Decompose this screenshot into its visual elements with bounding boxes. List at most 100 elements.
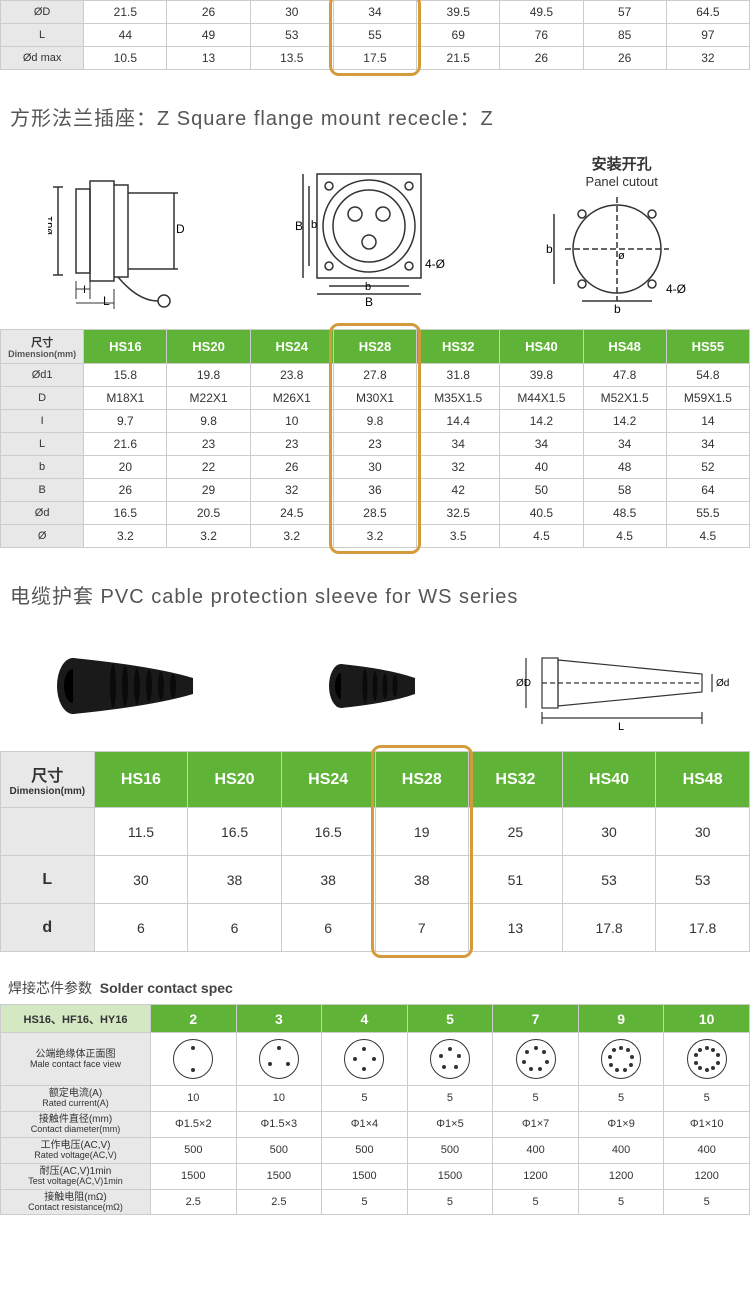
t3-col-header: HS32 bbox=[469, 752, 563, 808]
t1-cell: 49.5 bbox=[500, 1, 583, 24]
sleeve-photo-2 bbox=[252, 636, 499, 736]
svg-text:L: L bbox=[103, 294, 110, 308]
sleeve-dimension-table: 尺寸Dimension(mm)HS16HS20HS24HS28HS32HS40H… bbox=[0, 751, 750, 952]
t4-cell: 2.5 bbox=[236, 1189, 322, 1215]
t4-pin-diagram bbox=[407, 1033, 493, 1086]
t2-cell: 27.8 bbox=[333, 364, 416, 387]
solder-title-en: Solder contact spec bbox=[100, 980, 233, 996]
t3-cell: 38 bbox=[281, 856, 375, 904]
t2-cell: 34 bbox=[583, 433, 666, 456]
t4-cell: 1200 bbox=[578, 1163, 664, 1189]
svg-text:Ød: Ød bbox=[716, 678, 729, 689]
t2-cell: M26X1 bbox=[250, 387, 333, 410]
t3-cell: 30 bbox=[562, 808, 656, 856]
svg-text:b: b bbox=[614, 302, 621, 316]
t1-cell: 17.5 bbox=[333, 47, 416, 70]
sleeve-line-drawing: ØD Ød L bbox=[498, 636, 745, 736]
t1-cell: 55 bbox=[333, 24, 416, 47]
t3-cell: 6 bbox=[188, 904, 282, 952]
svg-text:4-Ø: 4-Ø bbox=[425, 257, 445, 271]
t2-col-header: HS24 bbox=[250, 330, 333, 364]
t2-row-label: D bbox=[1, 387, 84, 410]
t3-col-header: HS40 bbox=[562, 752, 656, 808]
panel-cutout-view: 安装开孔 Panel cutout b ø b 4-Ø bbox=[498, 153, 745, 319]
t2-cell: 36 bbox=[333, 479, 416, 502]
t2-cell: M59X1.5 bbox=[666, 387, 749, 410]
t4-col-header: 4 bbox=[322, 1005, 408, 1033]
flange-side-view: ød1 D I L bbox=[5, 161, 252, 311]
t2-cell: 15.8 bbox=[84, 364, 167, 387]
t2-cell: 20 bbox=[84, 456, 167, 479]
t3-cell: 38 bbox=[188, 856, 282, 904]
t1-cell: 44 bbox=[84, 24, 167, 47]
t2-cell: M44X1.5 bbox=[500, 387, 583, 410]
svg-text:B: B bbox=[365, 295, 373, 309]
t3-cell: 13 bbox=[469, 904, 563, 952]
t2-cell: 34 bbox=[417, 433, 500, 456]
svg-text:L: L bbox=[618, 721, 624, 733]
t2-row-label: Ød bbox=[1, 502, 84, 525]
flange-dimension-table: 尺寸Dimension(mm)HS16HS20HS24HS28HS32HS40H… bbox=[0, 329, 750, 548]
t4-col-header: 10 bbox=[664, 1005, 750, 1033]
t2-cell: 14.2 bbox=[500, 410, 583, 433]
t3-cell: 30 bbox=[94, 856, 188, 904]
t4-cell: 5 bbox=[664, 1189, 750, 1215]
t2-cell: 16.5 bbox=[84, 502, 167, 525]
t4-pin-diagram bbox=[151, 1033, 237, 1086]
svg-text:b: b bbox=[365, 281, 371, 293]
t4-col-header: 7 bbox=[493, 1005, 579, 1033]
table1: ØD21.526303439.549.55764.5L4449535569768… bbox=[0, 0, 750, 70]
flange-diagrams: ød1 D I L B bbox=[0, 143, 750, 329]
t4-row-label: 接触件直径(mm)Contact diameter(mm) bbox=[1, 1111, 151, 1137]
t2-cell: 3.2 bbox=[333, 525, 416, 548]
t3-cell: 11.5 bbox=[94, 808, 188, 856]
t1-cell: 97 bbox=[666, 24, 749, 47]
t4-cell: 500 bbox=[322, 1137, 408, 1163]
t4-col-header: 9 bbox=[578, 1005, 664, 1033]
t2-cell: 14.4 bbox=[417, 410, 500, 433]
t2-cell: 24.5 bbox=[250, 502, 333, 525]
t4-cell: 5 bbox=[407, 1189, 493, 1215]
t2-row-label: B bbox=[1, 479, 84, 502]
t2-cell: 14 bbox=[666, 410, 749, 433]
t2-cell: 34 bbox=[666, 433, 749, 456]
t2-cell: 40 bbox=[500, 456, 583, 479]
t2-cell: 9.7 bbox=[84, 410, 167, 433]
t1-cell: 13.5 bbox=[250, 47, 333, 70]
t4-col-header: 2 bbox=[151, 1005, 237, 1033]
t2-col-header: HS20 bbox=[167, 330, 250, 364]
t3-row-label: d bbox=[1, 904, 95, 952]
t2-cell: 34 bbox=[500, 433, 583, 456]
t2-col-header: HS28 bbox=[333, 330, 416, 364]
t4-cell: 400 bbox=[578, 1137, 664, 1163]
t4-pin-diagram bbox=[664, 1033, 750, 1086]
t4-cell: 400 bbox=[664, 1137, 750, 1163]
t2-col-header: HS40 bbox=[500, 330, 583, 364]
t2-cell: 26 bbox=[250, 456, 333, 479]
t2-cell: 4.5 bbox=[500, 525, 583, 548]
t3-cell: 7 bbox=[375, 904, 469, 952]
solder-spec-title: 焊接芯件参数 Solder contact spec bbox=[0, 972, 750, 1004]
t1-cell: 53 bbox=[250, 24, 333, 47]
t2-cell: 23 bbox=[167, 433, 250, 456]
t2-cell: 32 bbox=[417, 456, 500, 479]
panel-cutout-cn: 安装开孔 bbox=[592, 153, 652, 174]
t1-row-label: L bbox=[1, 24, 84, 47]
t4-cell: Φ1×10 bbox=[664, 1111, 750, 1137]
t2-cell: 3.2 bbox=[84, 525, 167, 548]
t4-cell: 10 bbox=[151, 1086, 237, 1112]
t4-cell: 5 bbox=[322, 1086, 408, 1112]
t2-cell: 23 bbox=[250, 433, 333, 456]
t4-cell: 5 bbox=[493, 1189, 579, 1215]
top-dimension-table: ØD21.526303439.549.55764.5L4449535569768… bbox=[0, 0, 750, 70]
t4-cell: 5 bbox=[407, 1086, 493, 1112]
t4-cell: Φ1×5 bbox=[407, 1111, 493, 1137]
t4-cell: 1500 bbox=[322, 1163, 408, 1189]
t4-cell: Φ1×4 bbox=[322, 1111, 408, 1137]
t4-cell: 5 bbox=[664, 1086, 750, 1112]
t2-row-label: Ø bbox=[1, 525, 84, 548]
svg-text:b: b bbox=[311, 219, 317, 231]
t4-cell: 5 bbox=[322, 1189, 408, 1215]
t2-cell: 48.5 bbox=[583, 502, 666, 525]
svg-text:4-Ø: 4-Ø bbox=[666, 282, 686, 296]
